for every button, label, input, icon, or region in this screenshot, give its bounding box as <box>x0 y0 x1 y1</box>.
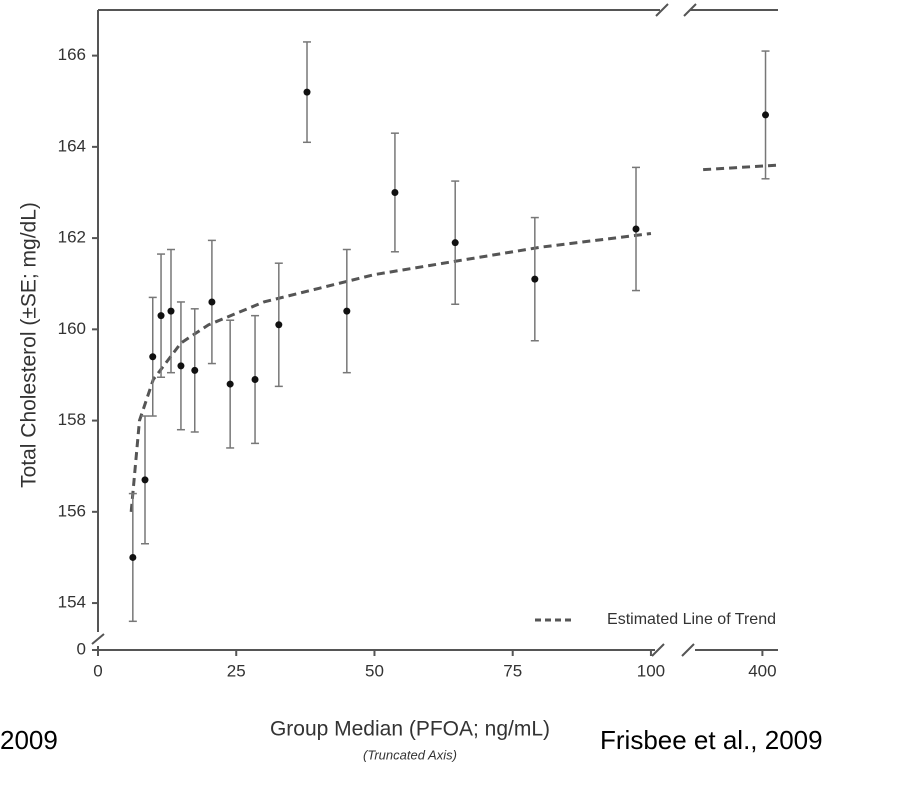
y-axis-label: Total Cholesterol (±SE; mg/dL) <box>18 202 41 488</box>
axis-break <box>91 3 697 657</box>
data-point <box>141 476 149 484</box>
data-point <box>167 307 175 315</box>
x-tick-label: 25 <box>227 661 246 680</box>
annotation: 2009 <box>0 725 58 755</box>
y-tick-label: 0 <box>77 639 86 658</box>
x-tick-label: 75 <box>503 661 522 680</box>
data-point <box>191 366 199 374</box>
x-tick-label: 400 <box>748 661 776 680</box>
data-point <box>303 88 311 96</box>
trend-line <box>129 232 652 512</box>
y-tick-label: 162 <box>58 228 86 247</box>
axes <box>91 3 778 657</box>
annotation: Frisbee et al., 2009 <box>600 725 823 755</box>
y-tick-label: 160 <box>58 319 86 338</box>
data-point <box>129 553 137 561</box>
trend-line <box>703 163 779 172</box>
axis-lines <box>97 9 778 651</box>
x-tick-label: 100 <box>637 661 665 680</box>
y-tick-label: 166 <box>58 45 86 64</box>
y-tick-label: 154 <box>58 593 86 612</box>
y-tick-label: 164 <box>58 136 86 155</box>
data-point <box>391 188 399 196</box>
data-point <box>208 298 216 306</box>
data-point <box>149 353 157 361</box>
y-tick-label: 156 <box>58 501 86 520</box>
data-point <box>275 321 283 329</box>
x-axis-note: (Truncated Axis) <box>363 747 457 762</box>
x-tick-label: 50 <box>365 661 384 680</box>
legend-label: Estimated Line of Trend <box>607 611 776 628</box>
data-point <box>226 380 234 388</box>
data-point <box>451 239 459 247</box>
data-point <box>632 225 640 233</box>
data-point <box>531 275 539 283</box>
data-point <box>251 376 259 384</box>
x-tick-label: 0 <box>93 661 102 680</box>
data-point <box>343 307 351 315</box>
x-axis-label: Group Median (PFOA; ng/mL) <box>270 718 550 741</box>
data-point <box>157 312 165 320</box>
data-point <box>762 111 770 119</box>
data-point <box>177 362 185 370</box>
y-tick-label: 158 <box>58 410 86 429</box>
